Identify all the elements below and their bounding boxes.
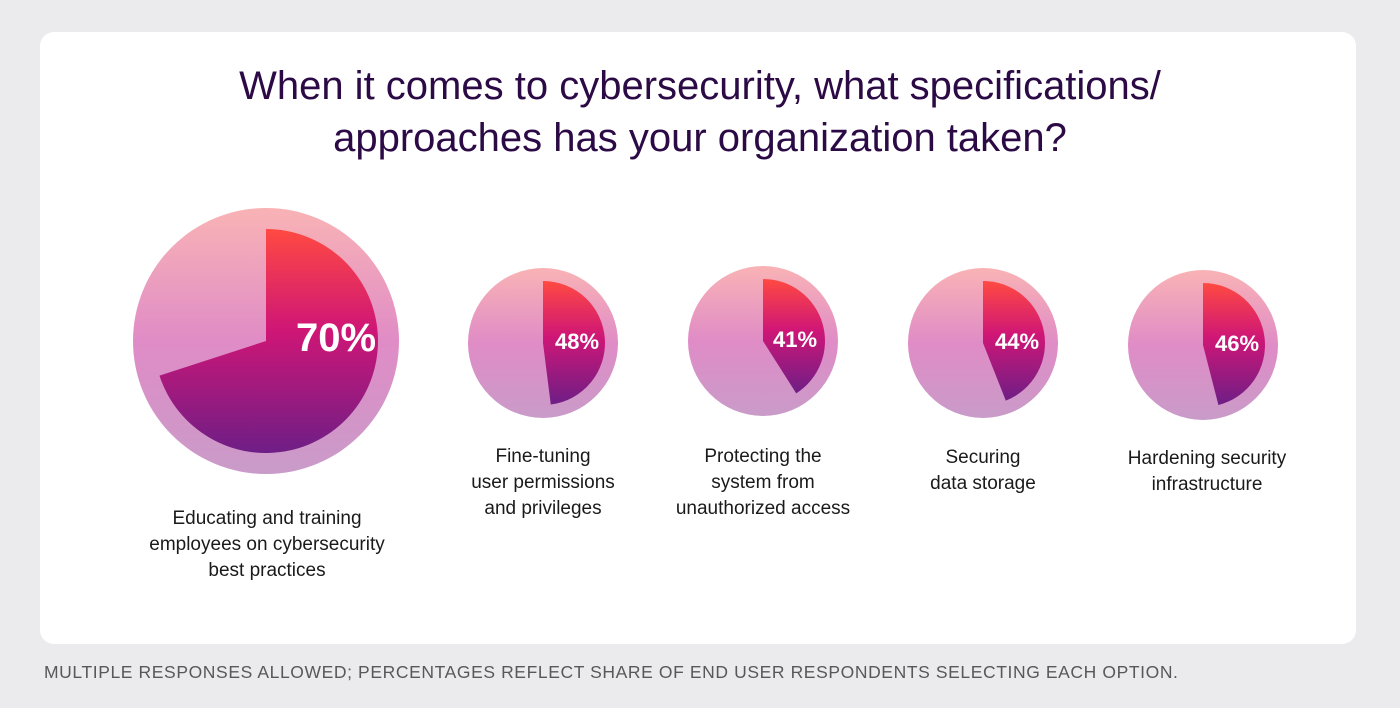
label-line: and privileges xyxy=(484,498,602,519)
pie-slice-2 xyxy=(543,281,605,405)
label-line: unauthorized access xyxy=(675,498,851,519)
pie-slice-4 xyxy=(983,281,1046,401)
label-securing-data: Securing data storage xyxy=(883,445,1083,497)
label-educating-training: Educating and training employees on cybe… xyxy=(117,506,417,584)
pie-value-label-1: 70% xyxy=(296,316,376,360)
label-line: Protecting the xyxy=(704,446,822,467)
footnote: MULTIPLE RESPONSES ALLOWED; PERCENTAGES … xyxy=(44,662,1179,682)
label-line: Securing xyxy=(945,447,1021,468)
pie-value-label-4: 44% xyxy=(995,329,1039,354)
title-line-1: When it comes to cybersecurity, what spe… xyxy=(239,64,1161,108)
pie-slice-5 xyxy=(1203,283,1265,406)
label-line: infrastructure xyxy=(1151,474,1263,495)
label-protecting-system: Protecting the system from unauthorized … xyxy=(663,444,863,522)
label-line: system from xyxy=(711,472,815,493)
chart-title: When it comes to cybersecurity, what spe… xyxy=(0,60,1400,164)
label-line: best practices xyxy=(208,560,326,581)
pie-value-label-5: 46% xyxy=(1215,331,1259,356)
label-line: employees on cybersecurity xyxy=(149,534,385,555)
label-line: Fine-tuning xyxy=(495,446,591,467)
pie-slice-3 xyxy=(763,279,826,394)
label-hardening-security: Hardening security infrastructure xyxy=(1103,446,1311,498)
pie-value-label-2: 48% xyxy=(555,329,599,354)
label-fine-tuning: Fine-tuning user permissions and privile… xyxy=(443,444,643,522)
label-line: data storage xyxy=(930,473,1036,494)
label-line: Hardening security xyxy=(1127,448,1287,469)
label-line: user permissions xyxy=(471,472,615,493)
pie-slice-1 xyxy=(159,229,378,453)
label-line: Educating and training xyxy=(172,508,362,529)
pie-value-label-3: 41% xyxy=(773,327,817,352)
title-line-2: approaches has your organization taken? xyxy=(333,116,1067,160)
